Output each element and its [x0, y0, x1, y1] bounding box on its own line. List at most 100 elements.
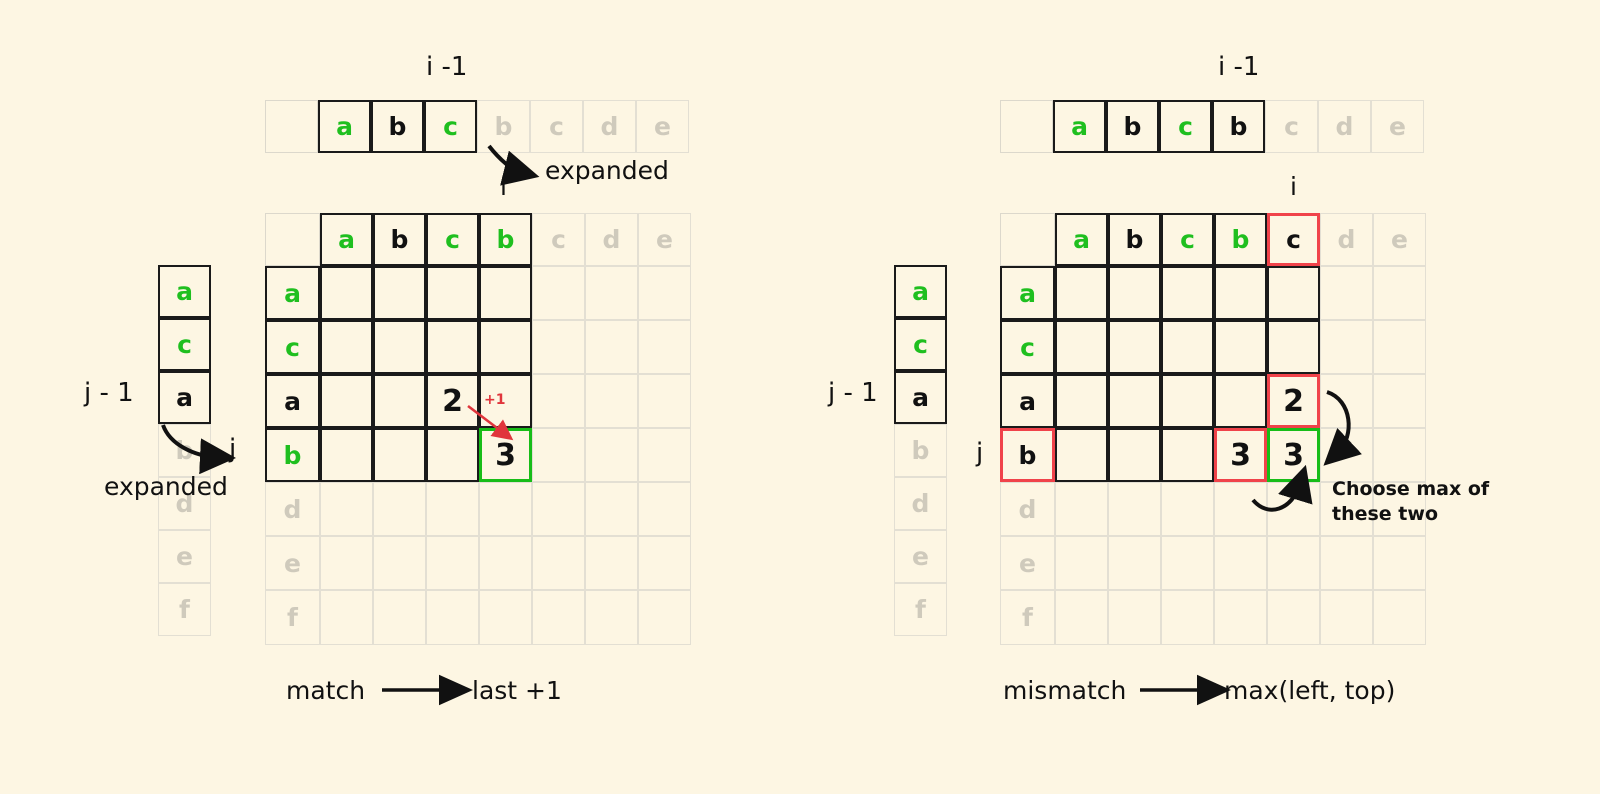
grid-value-cell-3-highlighted: 3 — [479, 428, 532, 482]
grid-right-cell-r2c6 — [1320, 374, 1373, 428]
grid-cell-r0c2 — [373, 266, 426, 320]
grid-cell-r5c6 — [585, 536, 638, 590]
grid-right-cell-r6c4 — [1214, 590, 1267, 645]
grid-right-cell-r4c6 — [1320, 482, 1373, 536]
grid-right-row-label-5: e — [1000, 536, 1055, 590]
match-panel: i -1 a b c b c d e expanded i a c a b d … — [84, 52, 691, 705]
top-strip-label-i-minus-1: i -1 — [426, 52, 468, 82]
grid-row-label-5: e — [265, 536, 320, 590]
grid-cell-r3c7 — [638, 428, 691, 482]
grid-right-header-cell-5-highlighted: c — [1267, 213, 1320, 266]
top-strip-right-cell-2: b — [1106, 100, 1159, 153]
grid-cell-r2c5 — [532, 374, 585, 428]
grid-right-header-cell-3: c — [1161, 213, 1214, 266]
grid-right-cell-r1c7 — [1373, 320, 1426, 374]
grid-right-cell-r3c3 — [1161, 428, 1214, 482]
top-strip-right-cell-3: c — [1159, 100, 1212, 153]
top-strip-cell-1: a — [318, 100, 371, 153]
grid-right-header-cell-1: a — [1055, 213, 1108, 266]
top-strip-cell-0 — [265, 100, 318, 153]
side-strip-right: a c a b d e f — [894, 265, 947, 636]
grid-cell-r4c3 — [426, 482, 479, 536]
top-strip-cell-7: e — [636, 100, 689, 153]
top-strip-right-cell-7: e — [1371, 100, 1424, 153]
grid-right-cell-r6c5 — [1267, 590, 1320, 645]
grid-right-row-label-0: a — [1000, 266, 1055, 320]
grid-right-row-label-6: f — [1000, 590, 1055, 645]
grid-right-cell-r2c2 — [1108, 374, 1161, 428]
grid-cell-r3c3 — [426, 428, 479, 482]
grid-right-row-label-1: c — [1000, 320, 1055, 374]
grid-right-cell-r0c2 — [1108, 266, 1161, 320]
caption-last-plus-one: last +1 — [472, 676, 562, 705]
grid-right-cell-r2c4 — [1214, 374, 1267, 428]
grid-header-cell-5: c — [532, 213, 585, 266]
top-strip-cell-6: d — [583, 100, 636, 153]
top-strip-cell-2: b — [371, 100, 424, 153]
side-strip-right-cell-6: f — [894, 583, 947, 636]
grid-right-cell-r1c3 — [1161, 320, 1214, 374]
grid-cell-r0c6 — [585, 266, 638, 320]
top-strip-right-cell-5: c — [1265, 100, 1318, 153]
choose-max-note-line-2: these two — [1332, 503, 1438, 525]
grid-cell-r3c5 — [532, 428, 585, 482]
grid-right-header-cell-4: b — [1214, 213, 1267, 266]
grid-cell-r5c7 — [638, 536, 691, 590]
side-strip-cell-6: f — [158, 583, 211, 636]
grid-right-cell-r2c1 — [1055, 374, 1108, 428]
grid-row-label-6: f — [265, 590, 320, 645]
grid-right-cell-r2c3 — [1161, 374, 1214, 428]
i-label-right: i — [1290, 172, 1297, 201]
grid-cell-r2c2 — [373, 374, 426, 428]
grid-cell-r6c4 — [479, 590, 532, 645]
grid-cell-r2c6 — [585, 374, 638, 428]
grid-right-cell-r6c3 — [1161, 590, 1214, 645]
grid-cell-r4c1 — [320, 482, 373, 536]
grid-cell-r4c7 — [638, 482, 691, 536]
grid-cell-r5c5 — [532, 536, 585, 590]
expanded-label-vertical: expanded — [104, 472, 228, 501]
grid-cell-r6c3 — [426, 590, 479, 645]
grid-header-cell-0 — [265, 213, 320, 266]
grid-cell-r5c4 — [479, 536, 532, 590]
grid-right-value-cell-current: 3 — [1267, 428, 1320, 482]
side-strip-right-cell-3: b — [894, 424, 947, 477]
grid-right-cell-r4c2 — [1108, 482, 1161, 536]
grid-cell-r6c2 — [373, 590, 426, 645]
grid-right-row-label-4: d — [1000, 482, 1055, 536]
grid-right-cell-r1c2 — [1108, 320, 1161, 374]
grid-right-cell-r5c3 — [1161, 536, 1214, 590]
grid-cell-r1c6 — [585, 320, 638, 374]
top-strip-right-cell-4: b — [1212, 100, 1265, 153]
grid-right-cell-r4c5 — [1267, 482, 1320, 536]
top-strip-right-cell-6: d — [1318, 100, 1371, 153]
side-strip-cell-1: c — [158, 318, 211, 371]
grid-cell-r6c6 — [585, 590, 638, 645]
plus-one-annotation: +1 — [484, 392, 506, 408]
grid-row-label-0: a — [265, 266, 320, 320]
grid-cell-r0c1 — [320, 266, 373, 320]
dp-grid-right: a b c b c d e a c a 2 b — [1000, 213, 1440, 645]
grid-right-cell-r4c4 — [1214, 482, 1267, 536]
grid-row-label-3: b — [265, 428, 320, 482]
grid-right-cell-r5c5 — [1267, 536, 1320, 590]
grid-right-cell-r3c1 — [1055, 428, 1108, 482]
caption-match: match — [286, 676, 366, 705]
grid-right-header-cell-2: b — [1108, 213, 1161, 266]
top-strip: a b c b c d e — [265, 100, 689, 153]
grid-cell-r1c1 — [320, 320, 373, 374]
grid-right-value-cell-left: 3 — [1214, 428, 1267, 482]
grid-right-cell-r3c2 — [1108, 428, 1161, 482]
grid-right-cell-r0c4 — [1214, 266, 1267, 320]
grid-right-cell-r4c7 — [1373, 482, 1426, 536]
side-strip-label-j-right: j — [976, 438, 984, 468]
grid-right-cell-r6c2 — [1108, 590, 1161, 645]
grid-right-cell-r1c4 — [1214, 320, 1267, 374]
grid-cell-r4c5 — [532, 482, 585, 536]
grid-cell-r4c2 — [373, 482, 426, 536]
side-strip-right-cell-5: e — [894, 530, 947, 583]
grid-cell-r5c1 — [320, 536, 373, 590]
grid-header-cell-6: d — [585, 213, 638, 266]
top-strip-cell-5: c — [530, 100, 583, 153]
grid-right-cell-r6c6 — [1320, 590, 1373, 645]
